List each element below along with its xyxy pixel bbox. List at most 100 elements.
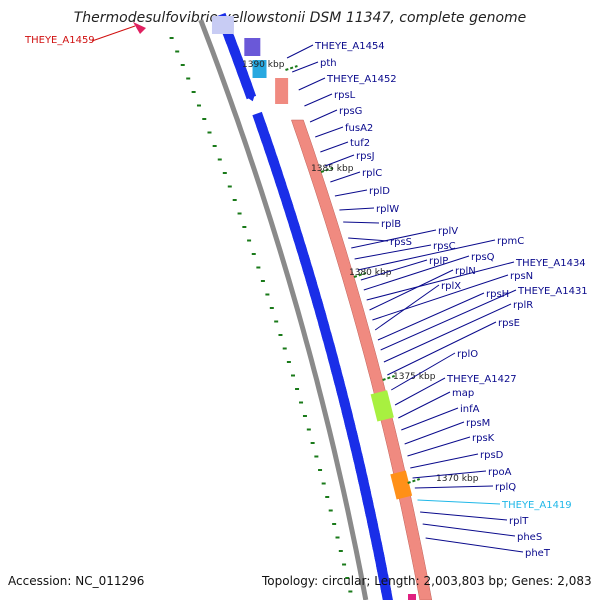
gene-label: THEYE_A1427 — [446, 374, 517, 385]
gene-label: rplN — [455, 266, 476, 277]
scale-label: 1370 kbp — [436, 474, 479, 484]
scale-dot — [318, 469, 323, 471]
green-feature — [370, 390, 394, 422]
gene-label: rplV — [438, 226, 458, 237]
scale-dot — [338, 550, 343, 552]
scale-dot — [295, 388, 300, 390]
label-leader — [369, 269, 454, 311]
scale-dot — [348, 590, 353, 593]
label-leader — [298, 77, 326, 91]
label-leader — [377, 292, 485, 341]
label-leader — [357, 239, 496, 271]
gene-label: rplT — [509, 516, 529, 527]
label-leader — [330, 171, 361, 183]
scale-dot — [212, 145, 217, 147]
scale-dot — [265, 293, 270, 296]
gene-label: rpsH — [486, 289, 509, 300]
backbone-line — [198, 19, 369, 600]
gene-label: THEYE_A1434 — [515, 258, 586, 269]
scale-dot — [251, 253, 256, 255]
scale-dot — [345, 577, 350, 579]
label-leader — [334, 189, 368, 197]
gene-label: THEYE_A1419 — [501, 500, 572, 511]
label-leader — [422, 523, 516, 537]
gene-label: rplP — [429, 256, 448, 267]
scale-dot — [332, 523, 337, 525]
label-leader — [425, 537, 524, 553]
label-leader — [401, 407, 459, 431]
gene-label: infA — [460, 404, 480, 415]
genome-backbone — [198, 19, 369, 600]
offscreen-gene-label: THEYE_A1459 — [24, 35, 95, 46]
scale-dot — [256, 266, 261, 269]
gene-label: rplX — [441, 281, 461, 292]
label-leader — [374, 284, 440, 331]
scale-dot — [232, 199, 237, 201]
gene-label: pheS — [517, 532, 542, 543]
gene-label: rpsC — [433, 241, 456, 252]
gene-label: rpoA — [488, 467, 512, 478]
label-leader — [315, 126, 344, 138]
scale-dot — [227, 185, 232, 188]
cds-arrow-shape — [240, 78, 257, 102]
label-leader — [414, 485, 494, 489]
cds-cap — [211, 16, 234, 34]
scale-dot — [191, 91, 196, 93]
gene-label: rpsK — [472, 433, 495, 444]
offscreen-leader — [91, 25, 136, 42]
scale-dot — [282, 347, 287, 350]
gene-label: THEYE_A1454 — [314, 41, 385, 52]
accession-text: Accession: NC_011296 — [8, 574, 145, 588]
gene-label: rpsE — [498, 318, 520, 329]
label-leader — [404, 421, 465, 445]
scale-dot — [314, 455, 319, 458]
scale-label: 1385 kbp — [311, 164, 354, 174]
label-leader — [407, 436, 471, 457]
scale-tick — [407, 478, 421, 484]
cds-arrow — [240, 78, 257, 102]
cyan-feature — [252, 60, 267, 78]
scale-tick — [382, 375, 395, 381]
label-leader — [420, 511, 508, 521]
gene-label: rplW — [376, 204, 399, 215]
label-leader — [410, 453, 479, 469]
scale-dot — [207, 131, 212, 134]
scale-label: 1390 kbp — [242, 60, 285, 70]
scale-dot — [180, 64, 185, 66]
label-leader — [348, 237, 389, 242]
label-leader — [390, 352, 456, 391]
scale-dot — [342, 563, 347, 566]
gene-label: tuf2 — [350, 138, 370, 149]
gene-label: rpsQ — [471, 252, 495, 263]
gene-label: rplC — [362, 168, 382, 179]
scale-dot — [325, 496, 330, 498]
label-leader — [343, 221, 380, 224]
scale-tick — [320, 167, 334, 173]
label-leader — [380, 289, 517, 351]
gene-label: rplD — [369, 186, 390, 197]
rna-track — [244, 38, 433, 600]
scale-dot — [328, 509, 333, 512]
gene-label: rpsG — [339, 106, 362, 117]
gene-label: rplR — [513, 300, 533, 311]
gene-label: pheT — [525, 548, 551, 559]
scale-tick — [285, 65, 298, 71]
gene-label: map — [452, 388, 474, 399]
label-leader — [339, 207, 375, 211]
label-leader — [398, 391, 451, 419]
gene-label: rplQ — [495, 482, 516, 493]
label-leader — [351, 229, 437, 249]
label-leader — [372, 274, 509, 321]
scale-label: 1380 kbp — [349, 268, 392, 278]
scale-dot — [274, 320, 279, 323]
label-leader — [387, 321, 497, 376]
gene-label: THEYE_A1452 — [326, 74, 397, 85]
scale-dot — [175, 50, 180, 53]
scale-dot — [247, 239, 252, 242]
scale-dots — [169, 37, 353, 593]
gene-label: rpsM — [466, 418, 490, 429]
gene-label: rpsJ — [356, 151, 375, 162]
label-leader — [286, 44, 314, 59]
